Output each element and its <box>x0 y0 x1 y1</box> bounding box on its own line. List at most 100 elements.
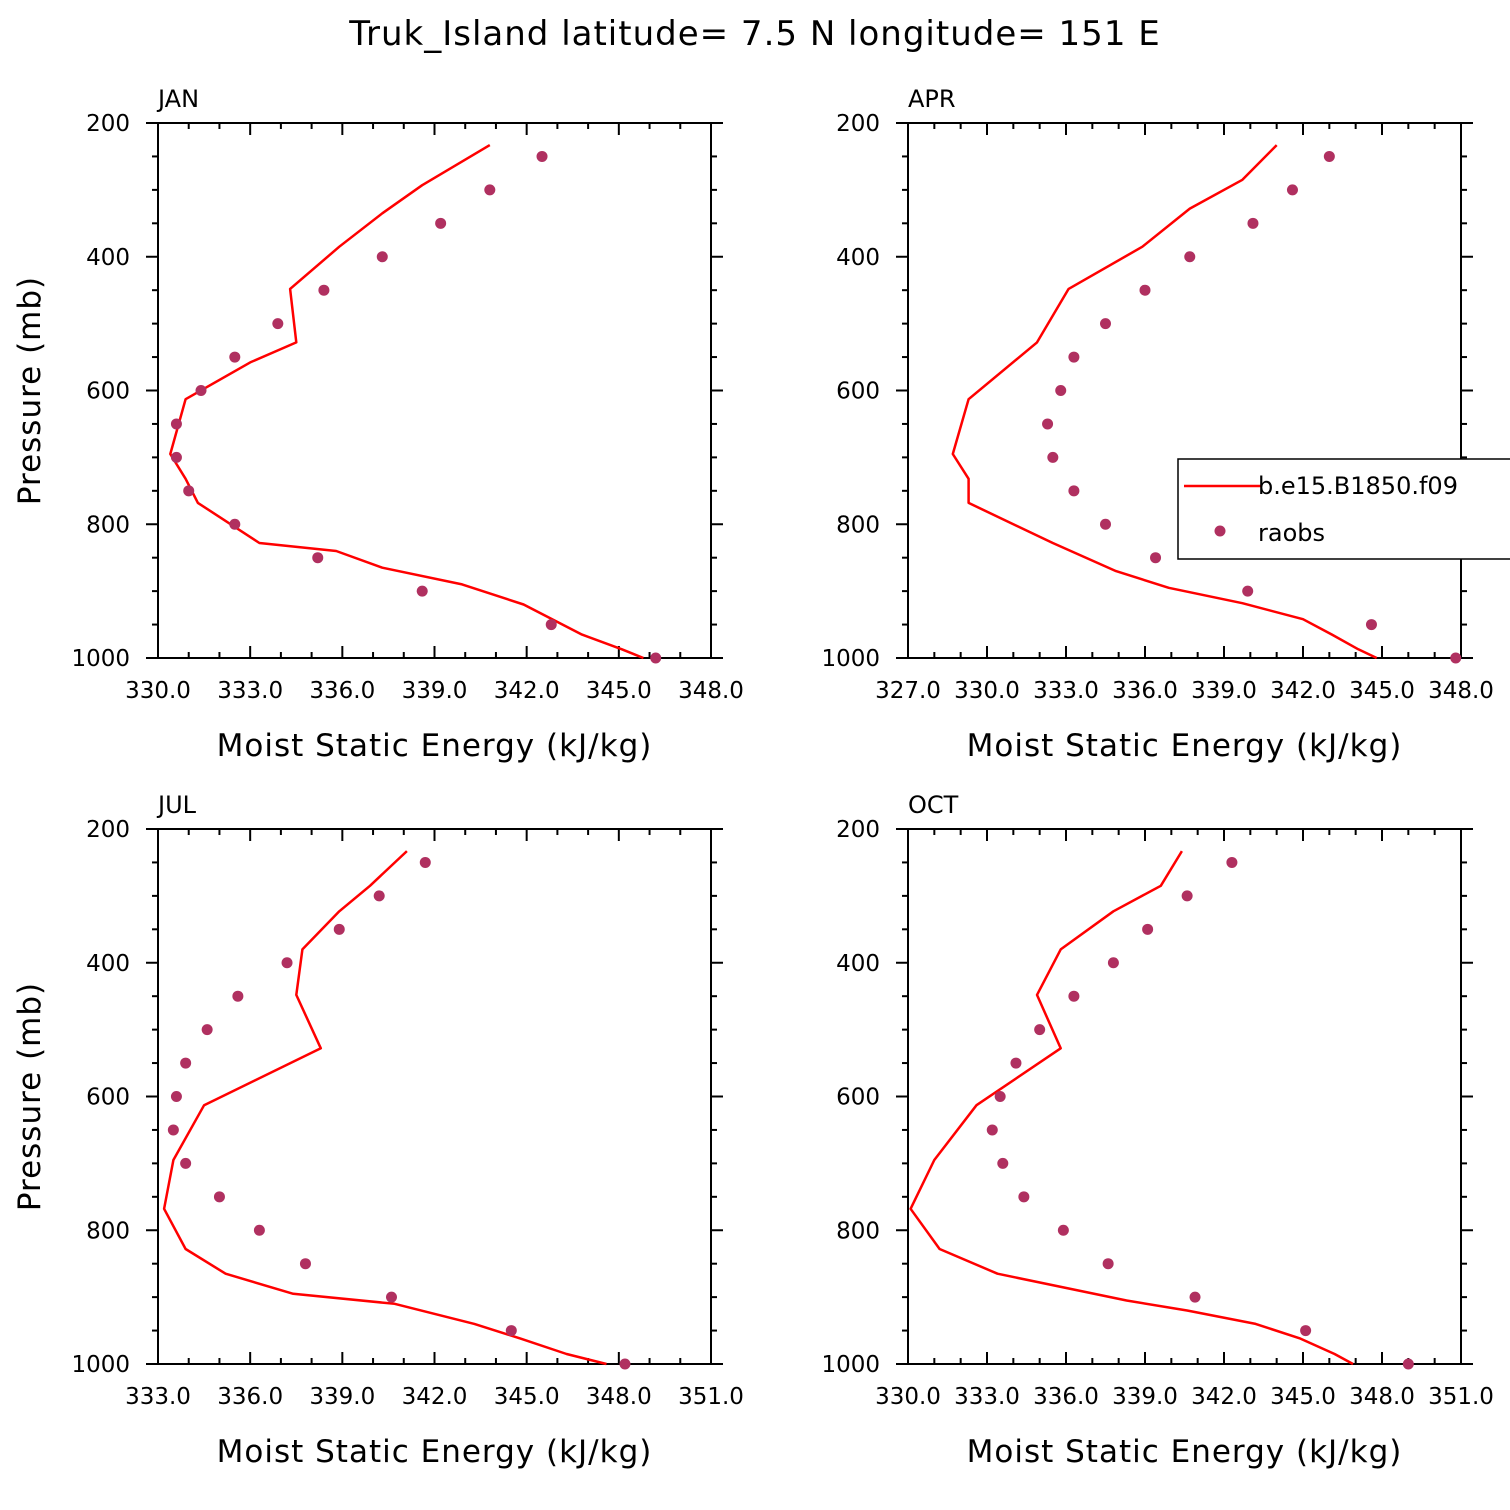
raobs-point <box>1057 1224 1069 1236</box>
plot-frame <box>157 828 712 1365</box>
raobs-point <box>1365 619 1377 631</box>
x-tick-label: 342.0 <box>1191 1384 1257 1410</box>
y-tick-label: 800 <box>836 512 880 538</box>
x-tick-label: 330.0 <box>875 1384 941 1410</box>
y-tick-label: 400 <box>86 245 130 271</box>
x-tick-label: 342.0 <box>402 1384 468 1410</box>
x-tick-label: 339.0 <box>1112 1384 1178 1410</box>
raobs-point <box>333 923 345 935</box>
panel-oct: OCT 330.0 333.0 336.0 339.0 342.0 345.0 348.0 35… <box>821 791 1493 1470</box>
legend-obs-label: raobs <box>1258 519 1325 547</box>
x-tick-label: 327.0 <box>875 678 941 704</box>
raobs-point <box>213 1191 225 1203</box>
raobs-point <box>1068 351 1080 363</box>
y-tick-label: 1000 <box>71 1352 130 1378</box>
raobs-point <box>183 485 195 497</box>
x-tick-label: 351.0 <box>1428 1384 1494 1410</box>
y-axis-label: Pressure (mb) <box>12 276 48 505</box>
raobs-point <box>1068 990 1080 1002</box>
raobs-point <box>1189 1291 1201 1303</box>
x-tick-label: 333.0 <box>954 1384 1020 1410</box>
x-tick-label: 342.0 <box>1270 678 1336 704</box>
raobs-point <box>1323 150 1335 162</box>
y-tick-label: 600 <box>86 1085 130 1111</box>
raobs-point <box>229 518 241 530</box>
x-tick-label: 345.0 <box>1270 1384 1336 1410</box>
y-tick-label: 400 <box>86 951 130 977</box>
raobs-point <box>229 351 241 363</box>
x-tick-label: 351.0 <box>678 1384 744 1410</box>
x-tick-label: 345.0 <box>494 1384 560 1410</box>
y-tick-label: 1000 <box>71 646 130 672</box>
y-tick-label: 400 <box>836 951 880 977</box>
raobs-point <box>1300 1325 1312 1337</box>
x-tick-label: 339.0 <box>1191 678 1257 704</box>
x-axis-label: Moist Static Energy (kJ/kg) <box>217 1434 653 1470</box>
y-tick-label: 200 <box>836 817 880 843</box>
raobs-point <box>1010 1057 1022 1069</box>
x-tick-label: 348.0 <box>678 678 744 704</box>
raobs-point <box>232 990 244 1002</box>
figure-title: Truk_Island latitude= 7.5 N longitude= 1… <box>348 14 1161 54</box>
x-tick-label: 339.0 <box>402 678 468 704</box>
x-tick-label: 333.0 <box>217 678 283 704</box>
raobs-point <box>170 418 182 430</box>
raobs-point <box>435 217 447 229</box>
y-tick-label: 400 <box>836 245 880 271</box>
panel-jul: JUL 333.0 336.0 339.0 342.0 345.0 348.0 351.0 20… <box>12 791 744 1470</box>
raobs-point <box>281 957 293 969</box>
raobs-point <box>986 1124 998 1136</box>
x-tick-label: 348.0 <box>586 1384 652 1410</box>
raobs-point <box>505 1325 517 1337</box>
x-tick-label: 348.0 <box>1428 678 1494 704</box>
raobs-point <box>997 1157 1009 1169</box>
raobs-point <box>545 619 557 631</box>
x-tick-label: 330.0 <box>125 678 191 704</box>
x-axis-label: Moist Static Energy (kJ/kg) <box>217 728 653 764</box>
y-tick-label: 200 <box>86 111 130 137</box>
x-tick-label: 342.0 <box>494 678 560 704</box>
x-axis-label: Moist Static Energy (kJ/kg) <box>967 1434 1403 1470</box>
panel-jan: JAN 330.0 333.0 336.0 339.0 342.0 345.0 348.0 20… <box>12 85 744 764</box>
raobs-point <box>416 585 428 597</box>
raobs-point <box>1068 485 1080 497</box>
x-tick-label: 330.0 <box>954 678 1020 704</box>
x-tick-label: 333.0 <box>1033 678 1099 704</box>
x-tick-label: 345.0 <box>586 678 652 704</box>
raobs-point <box>994 1091 1006 1102</box>
x-tick-label: 333.0 <box>125 1384 191 1410</box>
raobs-point <box>167 1124 179 1136</box>
y-tick-label: 600 <box>836 1085 880 1111</box>
x-tick-label: 336.0 <box>1112 678 1178 704</box>
raobs-point <box>1402 1358 1414 1370</box>
raobs-point <box>1100 318 1111 330</box>
raobs-point <box>1042 418 1054 430</box>
y-axis-label: Pressure (mb) <box>12 982 48 1211</box>
y-tick-label: 200 <box>86 817 130 843</box>
x-tick-label: 339.0 <box>309 1384 375 1410</box>
raobs-point <box>1226 856 1238 868</box>
x-tick-label: 336.0 <box>217 1384 283 1410</box>
raobs-point <box>1018 1191 1030 1203</box>
raobs-point <box>1142 923 1154 935</box>
y-tick-label: 200 <box>836 111 880 137</box>
raobs-point <box>312 552 324 564</box>
panels-group: JAN 330.0 333.0 336.0 339.0 342.0 345.0 348.0 20… <box>12 85 1510 1470</box>
x-tick-label: 336.0 <box>309 678 375 704</box>
y-tick-label: 1000 <box>821 1352 880 1378</box>
panel-title: OCT <box>908 791 959 819</box>
legend-box <box>1177 458 1510 560</box>
model-line-apr <box>951 144 1378 660</box>
y-tick-label: 800 <box>86 512 130 538</box>
raobs-point <box>195 385 207 396</box>
raobs-point <box>1102 1258 1114 1270</box>
raobs-point <box>170 1091 182 1102</box>
raobs-point <box>1184 251 1196 263</box>
legend-model-label: b.e15.B1850.f09 <box>1258 472 1458 500</box>
x-tick-label: 336.0 <box>1033 1384 1099 1410</box>
model-line-jan <box>169 144 644 660</box>
raobs-point <box>1247 217 1259 229</box>
x-tick-label: 345.0 <box>1349 678 1415 704</box>
panel-title: APR <box>908 85 956 113</box>
